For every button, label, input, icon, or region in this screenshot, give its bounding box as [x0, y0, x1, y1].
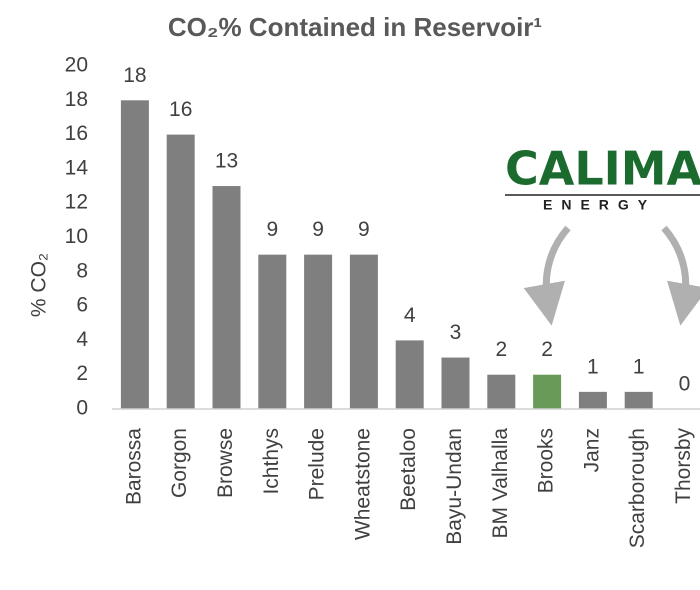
x-tick-label: Gorgon: [168, 428, 191, 498]
y-tick-label: 10: [65, 225, 88, 248]
bar: [441, 357, 470, 409]
data-label: 18: [123, 64, 146, 87]
data-label: 0: [679, 373, 691, 396]
data-label: 9: [358, 218, 370, 241]
data-label: 2: [541, 338, 553, 361]
arrow: [523, 225, 571, 326]
y-tick-label: 14: [65, 156, 89, 179]
x-tick-label: Ichthys: [260, 428, 283, 495]
data-label: 16: [169, 98, 192, 121]
data-label: 3: [450, 321, 462, 344]
bar: [212, 186, 241, 409]
x-tick-label: Thorsby: [672, 428, 695, 504]
x-tick-label: Wheatstone: [351, 428, 374, 540]
x-tick-label: BM Valhalla: [489, 428, 512, 539]
x-tick-label: Prelude: [306, 428, 329, 500]
bar: [120, 100, 149, 410]
data-label: 1: [633, 355, 645, 378]
y-tick-label: 20: [65, 54, 88, 77]
bar: [578, 391, 607, 409]
data-label: 9: [312, 218, 324, 241]
x-tick-label: Barossa: [122, 428, 145, 505]
bar: [349, 254, 378, 409]
y-tick-label: 4: [76, 328, 88, 351]
y-tick-label: 6: [76, 294, 88, 317]
y-tick-label: 0: [76, 397, 88, 420]
bar: [533, 374, 562, 409]
data-label: 2: [495, 338, 507, 361]
data-label: 1: [587, 355, 599, 378]
logo-subtext: ENERGY: [543, 197, 656, 213]
y-tick-label: 8: [76, 259, 88, 282]
y-axis-label: % CO₂: [28, 253, 51, 317]
bar: [395, 340, 424, 409]
data-label: 13: [215, 150, 238, 173]
logo-text: CALIMA: [505, 142, 700, 196]
x-tick-label: Janz: [580, 428, 603, 472]
bar: [304, 254, 333, 409]
y-tick-label: 18: [65, 88, 88, 111]
chart-title: CO₂% Contained in Reservoir¹: [168, 12, 542, 42]
y-tick-label: 16: [65, 122, 88, 145]
y-tick-label: 12: [65, 191, 88, 214]
bar: [166, 134, 195, 409]
arrow: [661, 225, 700, 326]
data-label: 9: [266, 218, 278, 241]
bar: [487, 374, 516, 409]
bar: [624, 391, 653, 409]
x-tick-label: Brooks: [535, 428, 558, 493]
x-tick-label: Beetaloo: [397, 428, 420, 511]
x-tick-label: Browse: [214, 428, 237, 498]
x-tick-label: Bayu-Undan: [443, 428, 466, 545]
bar: [258, 254, 287, 409]
data-label: 4: [404, 304, 416, 327]
y-tick-label: 2: [76, 362, 88, 385]
x-tick-label: Scarborough: [626, 428, 649, 548]
